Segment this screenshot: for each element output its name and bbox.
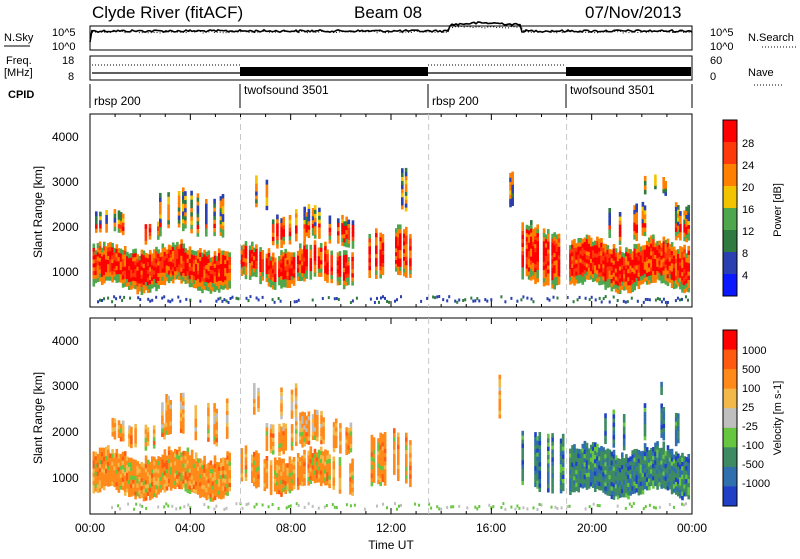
x-axis: 00:00 04:00 08:00 12:00 16:00 20:00 00:0… (75, 521, 707, 552)
velocity-colorbar: 1000 500 100 25 -25 -100 -500 -1000 Velo… (722, 329, 784, 507)
power-ytick-1000: 1000 (52, 265, 79, 279)
velocity-ylabel: Slant Range [km] (31, 372, 45, 464)
velocity-ytick-2000: 2000 (52, 425, 79, 439)
power-ytick-3000: 3000 (52, 175, 79, 189)
nave-tick-low: 0 (710, 71, 716, 83)
xtick-24: 00:00 (677, 521, 707, 535)
xtick-0: 00:00 (75, 521, 105, 535)
nave-label: Nave (748, 67, 774, 79)
cpid-segment-3: rbsp 200 (432, 94, 479, 108)
xlabel: Time UT (368, 538, 414, 552)
nsky-label: N.Sky (4, 32, 34, 44)
nsearch-tick-high: 10^5 (710, 27, 734, 39)
xtick-20: 20:00 (577, 521, 607, 535)
power-cbar-tick-24: 24 (742, 160, 754, 172)
freq-panel: Freq. [MHz] 18 8 60 0 Nave (4, 55, 782, 86)
freq-tick-low: 8 (68, 71, 74, 83)
power-ytick-4000: 4000 (52, 130, 79, 144)
power-cbar-tick-12: 12 (742, 226, 754, 238)
beam-title: Beam 08 (354, 3, 422, 22)
freq-label: Freq. (6, 55, 32, 67)
date-title: 07/Nov/2013 (585, 3, 681, 22)
cpid-segment-4: twofsound 3501 (570, 83, 655, 97)
vel-cbar-label: Velocity [m s-1] (772, 381, 784, 456)
twofsound-freq-band-1 (240, 67, 428, 76)
velocity-ytick-4000: 4000 (52, 334, 79, 348)
vel-cbar-tick-m1000: -1000 (742, 478, 770, 490)
nave-tick-high: 60 (710, 55, 722, 67)
twofsound-freq-band-2 (566, 67, 691, 76)
cpid-segment-2: twofsound 3501 (244, 83, 329, 97)
nsearch-tick-low: 10^0 (710, 41, 734, 53)
power-cbar-tick-8: 8 (742, 248, 748, 260)
cpid-segment-1: rbsp 200 (94, 94, 141, 108)
vel-cbar-tick-m500: -500 (742, 459, 764, 471)
nsearch-line (91, 25, 693, 34)
power-ytick-2000: 2000 (52, 220, 79, 234)
power-cbar-tick-28: 28 (742, 138, 754, 150)
vel-cbar-tick-m25: -25 (742, 421, 758, 433)
power-panel: Slant Range [km] 1000 2000 3000 4000 (31, 113, 693, 308)
freq-unit: [MHz] (4, 67, 33, 79)
velocity-ytick-3000: 3000 (52, 379, 79, 393)
vel-cbar-tick-500: 500 (742, 364, 760, 376)
power-cbar-tick-16: 16 (742, 204, 754, 216)
power-ylabel: Slant Range [km] (31, 166, 45, 258)
freq-tick-high: 18 (62, 55, 74, 67)
station-title: Clyde River (fitACF) (92, 3, 243, 22)
xtick-12: 12:00 (376, 521, 406, 535)
nsky-tick-low: 10^0 (52, 41, 76, 53)
power-colorbar: 28 24 20 16 12 8 4 Power [dB] (722, 119, 784, 297)
nsky-tick-high: 10^5 (52, 27, 76, 39)
velocity-panel: Slant Range [km] 1000 2000 3000 4000 (31, 317, 693, 515)
vel-cbar-tick-1000: 1000 (742, 345, 766, 357)
cpid-row: CPID rbsp 200 twofsound 3501 rbsp 200 tw… (8, 83, 693, 108)
xtick-4: 04:00 (175, 521, 205, 535)
xtick-8: 08:00 (276, 521, 306, 535)
power-cbar-label: Power [dB] (772, 183, 784, 237)
power-cbar-tick-4: 4 (742, 270, 748, 282)
vel-cbar-tick-25: 25 (742, 402, 754, 414)
vel-cbar-tick-100: 100 (742, 383, 760, 395)
vel-cbar-tick-m100: -100 (742, 440, 764, 452)
power-cbar-tick-20: 20 (742, 182, 754, 194)
xtick-16: 16:00 (476, 521, 506, 535)
cpid-label: CPID (8, 89, 34, 101)
velocity-ytick-1000: 1000 (52, 471, 79, 485)
sky-panel: N.Sky 10^5 10^0 10^5 10^0 N.Search (4, 21, 796, 53)
nsky-line (89, 21, 693, 43)
nsearch-label: N.Search (748, 32, 794, 44)
